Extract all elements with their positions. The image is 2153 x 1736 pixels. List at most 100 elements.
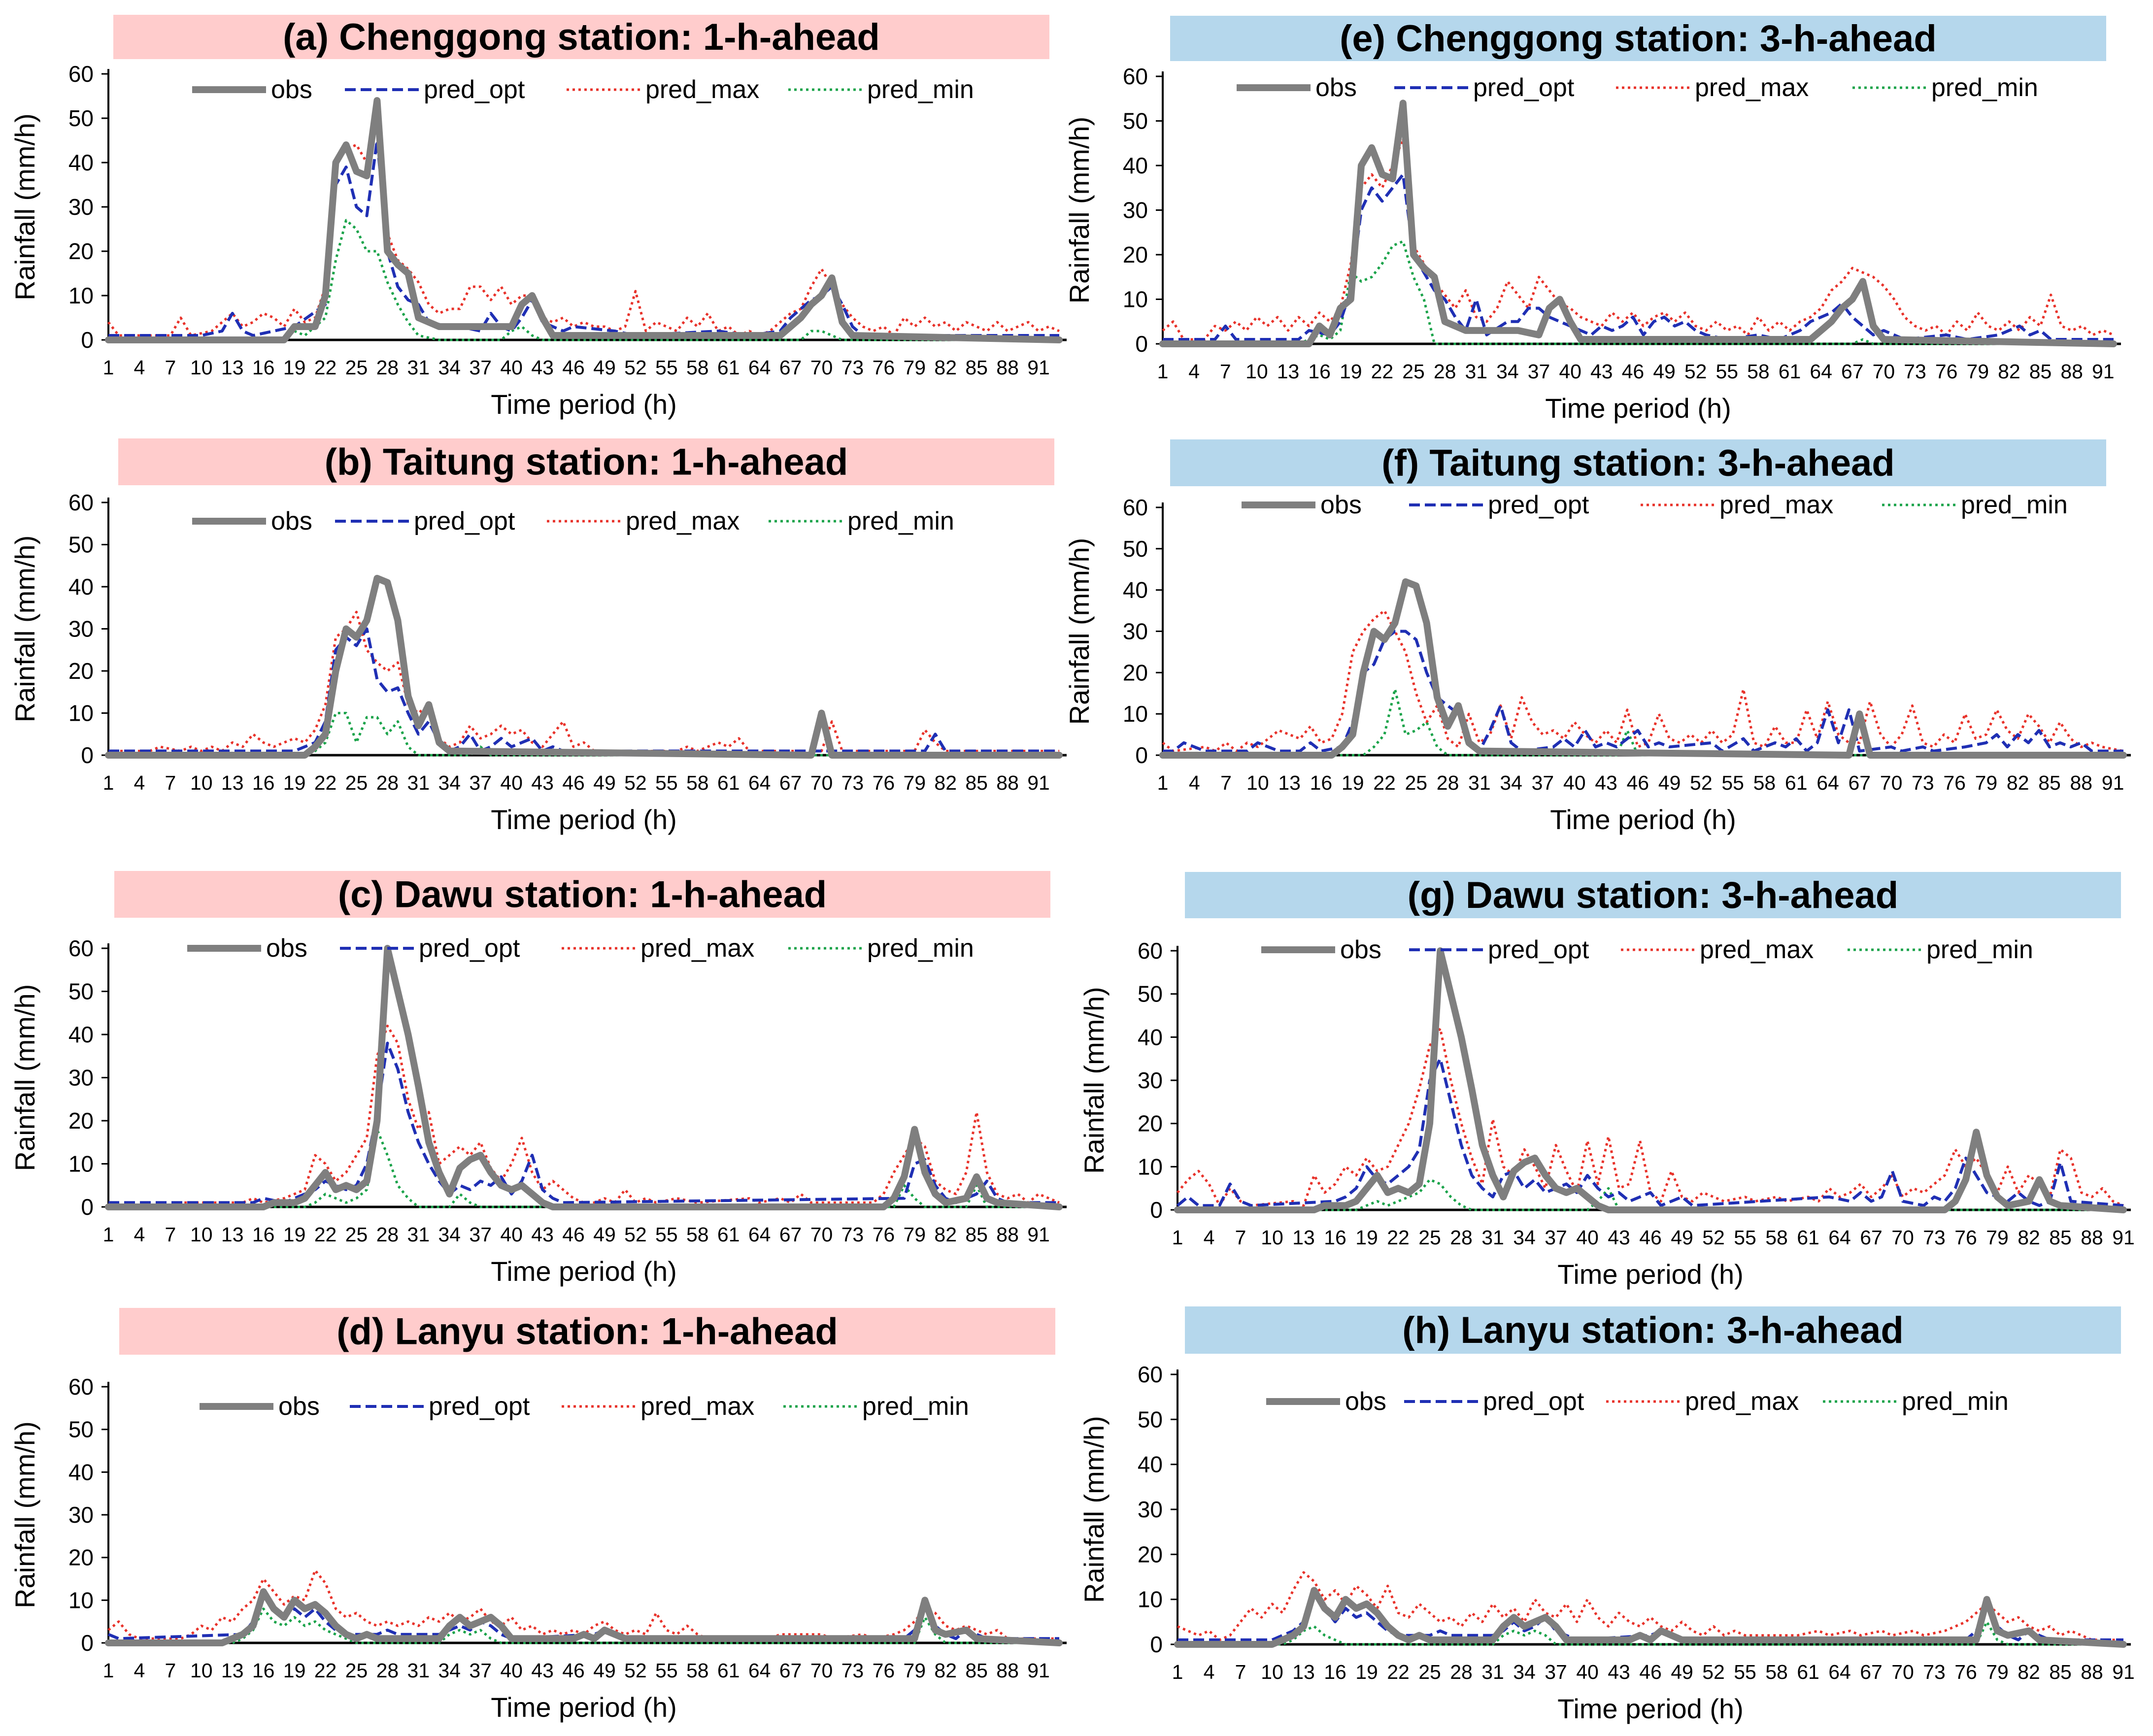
x-tick-label: 40 [1576, 1226, 1599, 1249]
x-tick-label: 49 [1658, 771, 1681, 794]
x-tick-label: 85 [965, 1223, 988, 1246]
x-axis-label: Time period (h) [491, 389, 677, 420]
x-tick-label: 34 [1500, 771, 1522, 794]
x-tick-label: 31 [407, 356, 430, 379]
x-tick-label: 10 [190, 771, 213, 794]
x-tick-label: 28 [1450, 1226, 1473, 1249]
x-tick-label: 61 [717, 356, 740, 379]
x-tick-label: 52 [624, 1223, 647, 1246]
series-line-pred_max [1177, 1027, 2124, 1207]
x-tick-label: 91 [1027, 1223, 1050, 1246]
x-tick-label: 34 [1513, 1661, 1536, 1683]
x-tick-label: 46 [1639, 1661, 1662, 1683]
x-tick-label: 22 [1387, 1661, 1410, 1683]
x-tick-label: 43 [1608, 1661, 1630, 1683]
y-axis-label: Rainfall (mm/h) [1078, 987, 1110, 1174]
y-tick-label: 30 [1123, 198, 1148, 223]
x-tick-label: 4 [134, 1223, 145, 1246]
x-tick-label: 7 [165, 1659, 176, 1682]
x-tick-label: 49 [593, 356, 616, 379]
y-tick-label: 50 [68, 105, 94, 131]
x-tick-label: 1 [1157, 771, 1169, 794]
x-tick-label: 1 [1172, 1226, 1183, 1249]
x-tick-label: 37 [469, 771, 492, 794]
series-line-pred_min [108, 219, 1059, 341]
panel-7: (d) Lanyu station: 1-h-ahead 0 10 20 30 40 50 6… [9, 1308, 1067, 1723]
x-axis-label: Time period (h) [1545, 393, 1731, 424]
x-tick-label: 46 [562, 771, 585, 794]
title-banner [1185, 872, 2121, 918]
x-tick-label: 37 [1532, 771, 1554, 794]
x-tick-label: 34 [1496, 360, 1519, 383]
x-tick-label: 10 [190, 356, 213, 379]
x-tick-label: 76 [873, 1223, 895, 1246]
x-tick-label: 19 [283, 1223, 306, 1246]
x-tick-label: 82 [934, 1659, 957, 1682]
x-tick-label: 13 [221, 1223, 244, 1246]
x-tick-label: 58 [1747, 360, 1770, 383]
x-tick-label: 37 [1545, 1661, 1567, 1683]
x-tick-label: 70 [1873, 360, 1895, 383]
y-tick-label: 50 [1123, 108, 1148, 134]
series-line-pred_opt [1163, 173, 2114, 341]
x-tick-label: 28 [1450, 1661, 1473, 1683]
series-line-obs [105, 97, 1063, 343]
x-tick-label: 58 [1765, 1226, 1788, 1249]
x-tick-label: 31 [407, 1223, 430, 1246]
x-tick-label: 37 [469, 1659, 492, 1682]
y-tick-label: 50 [68, 1417, 94, 1442]
x-tick-label: 85 [2029, 360, 2052, 383]
y-tick-label: 50 [68, 979, 94, 1004]
panel-8: (h) Lanyu station: 3-h-ahead 0 10 20 30 40 50 6… [1078, 1306, 2135, 1724]
x-tick-label: 40 [500, 771, 523, 794]
y-tick-label: 0 [81, 1630, 94, 1656]
x-tick-label: 76 [873, 1659, 895, 1682]
x-tick-label: 91 [2112, 1226, 2135, 1249]
x-tick-label: 55 [1721, 771, 1744, 794]
x-tick-label: 22 [1387, 1226, 1410, 1249]
x-tick-label: 22 [314, 1659, 337, 1682]
x-tick-label: 4 [134, 356, 145, 379]
legend-label-pred_opt: pred_opt [424, 75, 525, 104]
x-tick-label: 43 [1590, 360, 1613, 383]
y-tick-label: 10 [1123, 701, 1148, 727]
y-axis-label: Rainfall (mm/h) [1064, 117, 1095, 304]
x-tick-label: 22 [314, 771, 337, 794]
x-tick-label: 28 [1437, 771, 1459, 794]
panel-1: (a) Chenggong station: 1-h-ahead 0 10 20 30 4… [9, 15, 1067, 420]
x-tick-label: 43 [531, 1223, 554, 1246]
x-tick-label: 19 [283, 1659, 306, 1682]
x-tick-label: 58 [686, 771, 709, 794]
series-line-pred_opt [108, 627, 1059, 753]
y-tick-label: 40 [68, 574, 94, 600]
x-tick-label: 19 [283, 356, 306, 379]
y-tick-label: 50 [1123, 536, 1148, 562]
x-tick-label: 4 [1204, 1226, 1215, 1249]
title-banner [1170, 16, 2106, 61]
x-tick-label: 40 [500, 1659, 523, 1682]
x-tick-label: 64 [1828, 1661, 1851, 1683]
y-tick-label: 0 [81, 1194, 94, 1220]
y-tick-label: 20 [1123, 660, 1148, 685]
x-tick-label: 79 [903, 1223, 926, 1246]
legend-label-obs: obs [1345, 1387, 1386, 1416]
x-tick-label: 79 [903, 771, 926, 794]
x-tick-label: 49 [593, 771, 616, 794]
chart-title: (c) Dawu station: 1-h-ahead [338, 874, 827, 916]
x-tick-label: 10 [1246, 771, 1269, 794]
y-tick-label: 10 [1138, 1587, 1163, 1612]
x-tick-label: 79 [1966, 360, 1989, 383]
x-tick-label: 46 [1639, 1226, 1662, 1249]
series-line-pred_opt [108, 139, 1059, 337]
x-tick-label: 70 [1891, 1661, 1914, 1683]
series-line-obs [1159, 578, 2127, 759]
y-tick-label: 20 [68, 1108, 94, 1134]
x-tick-label: 28 [376, 1659, 399, 1682]
x-tick-label: 7 [1235, 1661, 1246, 1683]
x-tick-label: 4 [134, 1659, 145, 1682]
x-tick-label: 55 [655, 1223, 678, 1246]
series-line-pred_min [108, 712, 1059, 757]
x-tick-label: 43 [531, 1659, 554, 1682]
x-tick-label: 25 [345, 1223, 368, 1246]
